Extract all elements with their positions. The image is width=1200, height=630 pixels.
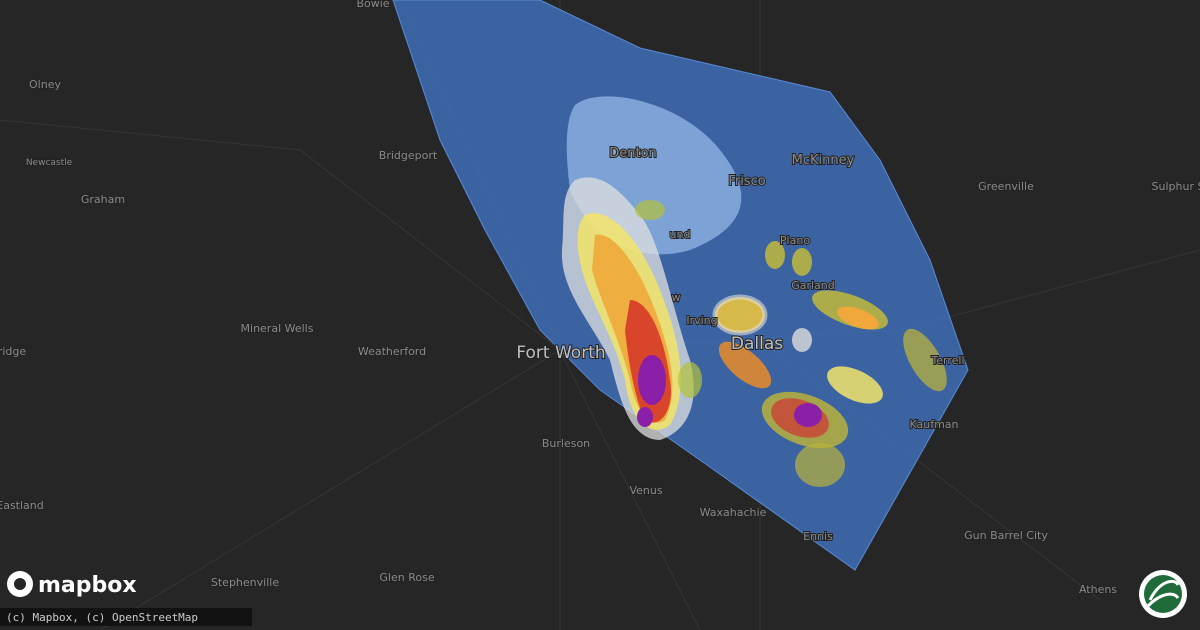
place-label: Terrell [930,354,964,367]
place-label: Graham [81,193,125,206]
place-label: Glen Rose [379,571,434,584]
hail-swaths [561,177,947,487]
swath-purple [794,403,822,427]
mapbox-logo: mapbox [7,571,137,598]
logo-icon [14,578,26,590]
place-label: Dallas [731,334,783,354]
place-label: Mineral Wells [241,322,314,335]
place-label: Waxahachie [700,506,767,519]
place-label: Weatherford [358,345,426,358]
place-label: Gun Barrel City [964,529,1048,542]
badge-mark [1146,579,1180,608]
place-label: ridge [0,345,26,358]
swath-green [903,328,947,392]
place-label: Eastland [0,499,44,512]
place-label: Irving [686,314,717,327]
place-label: Bowie [356,0,389,10]
brand-badge [1139,570,1187,618]
swath-green [792,248,812,276]
place-label: Newcastle [26,158,73,168]
place-labels: Bowie Olney Newcastle Graham Bridgeport … [0,0,1200,597]
swath-green [765,241,785,269]
place-label: Athens [1079,583,1117,596]
place-label: Olney [29,78,61,91]
place-label: McKinney [792,153,855,168]
swath-purple [638,355,666,405]
place-label: Venus [629,484,662,497]
logo-text: mapbox [38,573,137,598]
place-label: Frisco [728,174,765,189]
swath-orange [718,341,772,389]
place-label: Denton [609,146,657,161]
place-label: Stephenville [211,576,279,589]
swath-yellow [827,366,883,404]
swath-yellow [712,294,768,336]
place-label: Fort Worth [516,343,605,363]
place-label: Kaufman [909,418,958,431]
place-label: Greenville [978,180,1034,193]
place-label: w [672,291,681,304]
swath-orange [837,306,879,330]
swath-purple [637,407,653,427]
place-label: Burleson [542,437,590,450]
place-label: Bridgeport [379,149,438,162]
attribution: (c) Mapbox, (c) OpenStreetMap [6,611,198,624]
place-label: Ennis [803,530,833,543]
place-label: Garland [791,279,835,292]
place-label: Sulphur S [1152,180,1200,193]
attribution-box [0,608,252,626]
swath-green [678,362,702,398]
place-label: und [670,228,691,241]
swath-green [635,200,665,220]
place-label: Plano [780,234,810,247]
swath-outer [792,328,812,352]
swath-green [795,443,845,487]
